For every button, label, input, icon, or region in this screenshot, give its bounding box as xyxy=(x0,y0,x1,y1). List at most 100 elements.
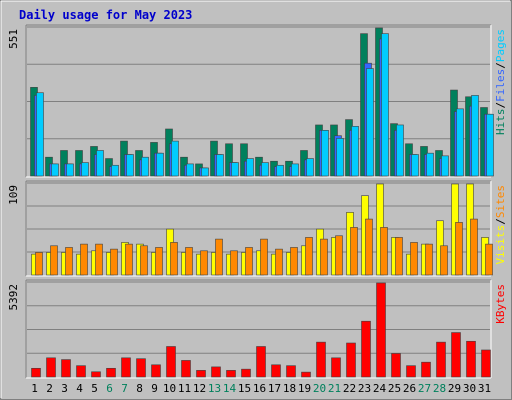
day-label-2: 2 xyxy=(46,382,53,395)
bar-pages-day-17 xyxy=(276,164,284,177)
day-label-10: 10 xyxy=(163,382,176,395)
bar-kbytes-day-19 xyxy=(301,371,311,378)
day-label-26: 26 xyxy=(403,382,416,395)
bar-kbytes-day-11 xyxy=(181,360,191,378)
legend-entry: / xyxy=(494,218,507,225)
scale-label: 109 xyxy=(7,185,20,205)
day-label-31: 31 xyxy=(478,382,491,395)
bar-sites-day-7 xyxy=(125,243,133,276)
bar-sites-day-15 xyxy=(245,247,253,276)
bar-sites-day-19 xyxy=(305,237,313,276)
bar-sites-day-18 xyxy=(290,247,298,276)
day-label-4: 4 xyxy=(76,382,83,395)
bar-pages-day-2 xyxy=(51,163,59,177)
day-label-15: 15 xyxy=(238,382,251,395)
day-label-5: 5 xyxy=(91,382,98,395)
bar-kbytes-day-29 xyxy=(451,332,461,378)
scale-label: 5392 xyxy=(7,284,20,311)
bar-kbytes-day-20 xyxy=(316,341,326,378)
bar-pages-day-24 xyxy=(381,33,389,177)
bar-pages-day-8 xyxy=(141,156,149,177)
day-label-25: 25 xyxy=(388,382,401,395)
bar-sites-day-10 xyxy=(170,242,178,276)
legend-entry: Hits xyxy=(494,109,507,136)
day-label-7: 7 xyxy=(121,382,128,395)
bar-pages-day-7 xyxy=(126,154,134,177)
bar-sites-day-24 xyxy=(380,227,388,276)
bar-kbytes-day-8 xyxy=(136,358,146,378)
bar-sites-day-17 xyxy=(275,248,283,276)
bar-kbytes-day-13 xyxy=(211,366,221,378)
bar-pages-day-3 xyxy=(66,163,74,177)
bar-pages-day-16 xyxy=(261,162,269,177)
bar-kbytes-day-28 xyxy=(436,341,446,378)
bar-kbytes-day-14 xyxy=(226,370,236,378)
bar-kbytes-day-21 xyxy=(331,357,341,378)
bar-kbytes-day-15 xyxy=(241,368,251,378)
bar-sites-day-23 xyxy=(365,218,373,276)
day-label-17: 17 xyxy=(268,382,281,395)
bar-kbytes-day-7 xyxy=(121,357,131,378)
visits-panel: 109 Visits/Sites xyxy=(7,180,507,277)
bar-kbytes-day-4 xyxy=(76,365,86,378)
day-label-23: 23 xyxy=(358,382,371,395)
bar-pages-day-31 xyxy=(486,113,494,177)
bar-pages-day-11 xyxy=(186,163,194,177)
bar-sites-day-9 xyxy=(155,247,163,276)
bar-kbytes-day-24 xyxy=(376,282,386,378)
bar-kbytes-day-18 xyxy=(286,365,296,378)
bar-pages-day-10 xyxy=(171,140,179,177)
bar-sites-day-16 xyxy=(260,238,268,276)
day-label-3: 3 xyxy=(61,382,68,395)
bar-pages-day-14 xyxy=(231,162,239,177)
legend: KBytes xyxy=(494,284,507,324)
bar-kbytes-day-17 xyxy=(271,364,281,378)
day-label-9: 9 xyxy=(151,382,158,395)
day-label-24: 24 xyxy=(373,382,387,395)
x-axis-labels: 1 2 3 4 5 6 7 8 9 10 11 12 13 14 15 16 17 18 19 20 21 22 23 24 2… xyxy=(31,382,491,395)
legend-entry: KBytes xyxy=(494,284,507,324)
bar-pages-day-5 xyxy=(96,150,104,177)
day-label-1: 1 xyxy=(31,382,38,395)
bar-sites-day-12 xyxy=(200,250,208,276)
bar-pages-day-19 xyxy=(306,158,314,177)
bar-kbytes-day-10 xyxy=(166,346,176,378)
bar-sites-day-6 xyxy=(110,248,118,276)
day-label-30: 30 xyxy=(463,382,476,395)
bar-kbytes-day-5 xyxy=(91,371,101,378)
day-label-20: 20 xyxy=(313,382,326,395)
day-label-13: 13 xyxy=(208,382,221,395)
legend-entry: / xyxy=(494,102,507,109)
day-label-22: 22 xyxy=(343,382,356,395)
bar-sites-day-22 xyxy=(350,227,358,276)
bar-kbytes-day-1 xyxy=(31,367,41,378)
kbytes-panel: 5392 KBytes xyxy=(7,279,507,379)
bar-hits-day-3 xyxy=(60,150,68,177)
bar-sites-day-8 xyxy=(140,245,148,276)
bar-hits-day-14 xyxy=(225,143,233,177)
legend: Visits/Sites xyxy=(494,185,507,265)
bar-kbytes-day-27 xyxy=(421,361,431,378)
bar-sites-day-20 xyxy=(320,238,328,276)
bar-sites-day-13 xyxy=(215,238,223,276)
bar-sites-day-11 xyxy=(185,247,193,276)
legend-entry: Pages xyxy=(494,29,507,62)
bar-kbytes-day-22 xyxy=(346,342,356,378)
legend-entry: / xyxy=(494,62,507,69)
bar-pages-day-1 xyxy=(36,92,44,177)
day-label-12: 12 xyxy=(193,382,206,395)
legend: Hits/Files/Pages xyxy=(494,29,507,135)
bar-kbytes-day-6 xyxy=(106,367,116,378)
bar-kbytes-day-30 xyxy=(466,340,476,378)
bar-pages-day-22 xyxy=(351,126,359,177)
day-label-29: 29 xyxy=(448,382,461,395)
day-label-8: 8 xyxy=(136,382,143,395)
bar-pages-day-28 xyxy=(441,155,449,177)
bar-sites-day-25 xyxy=(395,237,403,276)
bar-kbytes-day-23 xyxy=(361,320,371,378)
bar-pages-day-15 xyxy=(246,158,254,177)
